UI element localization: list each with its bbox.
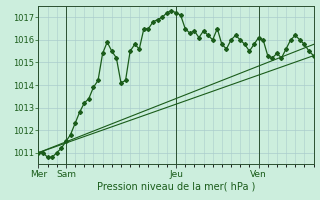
X-axis label: Pression niveau de la mer( hPa ): Pression niveau de la mer( hPa ) xyxy=(97,181,255,191)
